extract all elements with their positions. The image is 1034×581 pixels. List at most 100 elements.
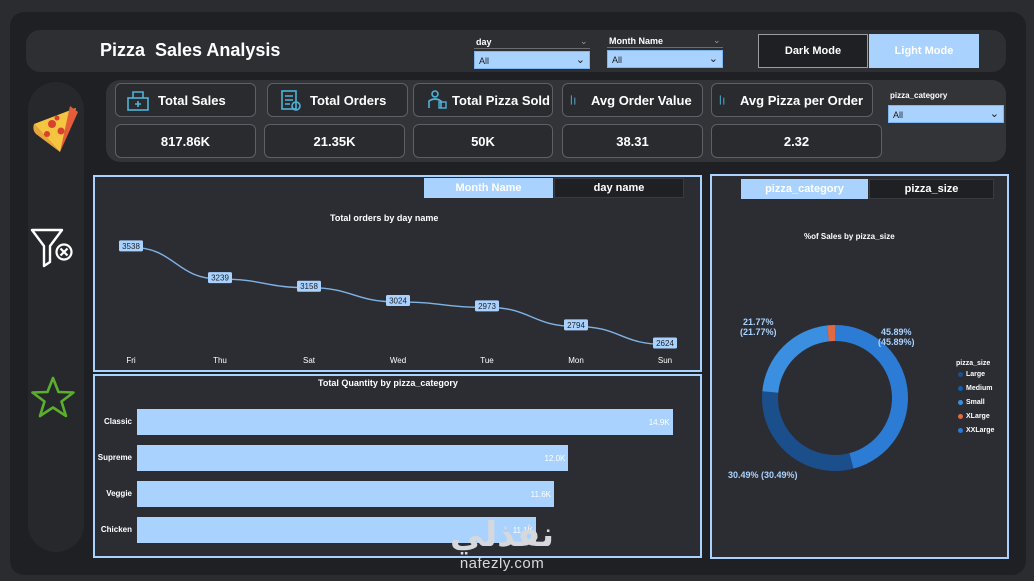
kpi-total-orders-header: Total Orders (267, 83, 408, 117)
pizza-icon[interactable] (30, 104, 80, 161)
bar-category-label: Supreme (97, 453, 132, 462)
light-mode-button[interactable]: Light Mode (869, 34, 979, 68)
pie-chart-panel (710, 174, 1009, 559)
line-chart-title: Total orders by day name (330, 213, 439, 223)
pie-slice-label: 45.89% (45.89%) (878, 327, 915, 347)
legend-item[interactable]: XLarge (958, 413, 990, 420)
chevron-down-icon[interactable]: ⌄ (708, 53, 718, 65)
day-dropdown[interactable]: All ⌄ (474, 51, 590, 69)
data-label-bg (475, 300, 499, 312)
legend-swatch (958, 372, 963, 377)
watermark-latin: nafezly.com (459, 555, 545, 572)
kpi-avg-pizza-label: Avg Pizza per Order (740, 92, 864, 108)
legend-label: Medium (966, 385, 993, 392)
bar (137, 517, 537, 543)
data-label-text: 3024 (389, 296, 407, 305)
x-tick-label: Fri (126, 356, 136, 365)
month-dropdown[interactable]: All ⌄ (607, 50, 723, 68)
delivery-icon (428, 90, 447, 109)
tab-pizza-category[interactable]: pizza_category (741, 179, 868, 199)
legend-label: Small (966, 399, 985, 406)
kpi-avg-pizza-value: 2.32 (711, 124, 882, 158)
watermark: نفذلي nafezly.com (450, 515, 554, 572)
legend-item[interactable]: Large (958, 371, 985, 378)
kpi-avg-order-value: 38.31 (562, 124, 703, 158)
data-label: 2794 (564, 319, 588, 331)
tab-day-name[interactable]: day name (554, 178, 684, 198)
tab-pizza-size[interactable]: pizza_size (869, 179, 994, 199)
data-label-bg (386, 294, 410, 306)
chevron-down-icon[interactable]: ⌄ (575, 54, 585, 66)
data-label-bg (653, 337, 677, 349)
donut-chart (762, 325, 908, 471)
pie-slice (827, 325, 835, 342)
data-label-text: 2973 (478, 302, 496, 311)
legend-item[interactable]: Medium (958, 385, 992, 392)
x-tick-label: Mon (568, 356, 584, 365)
data-label-bg (208, 272, 232, 284)
watermark-arabic: نفذلي (450, 516, 555, 554)
x-tick-label: Thu (213, 356, 227, 365)
legend-label: Large (966, 371, 986, 378)
tab-month-name[interactable]: Month Name (424, 178, 553, 198)
kpi-pizza-sold-label: Total Pizza Sold (452, 92, 550, 108)
dark-mode-button[interactable]: Dark Mode (758, 34, 868, 68)
bar (137, 481, 554, 507)
kpi-pizza-sold-header: Total Pizza Sold (413, 83, 553, 117)
legend-swatch (958, 414, 963, 419)
category-slicer-label: pizza_category (890, 91, 948, 100)
bar-category-label: Classic (103, 417, 132, 426)
pie-slice (762, 391, 854, 471)
bar-data-label: 11.1K (512, 526, 534, 535)
kpi-pizza-sold-value: 50K (413, 124, 553, 158)
kpi-avg-order-label: Avg Order Value (591, 92, 692, 108)
legend-item[interactable]: Small (958, 399, 985, 406)
data-label-text: 3538 (122, 242, 140, 251)
data-label-bg (297, 280, 321, 292)
x-tick-label: Tue (480, 356, 494, 365)
legend-swatch (958, 428, 963, 433)
page-title: Pizza Sales Analysis (100, 40, 281, 60)
legend-label: XLarge (966, 413, 990, 420)
sidebar (28, 82, 84, 552)
bar-category-label: Chicken (100, 525, 132, 534)
pie-slice-label: 30.49% (30.49%) (728, 470, 798, 480)
day-dropdown-value: All (479, 56, 490, 66)
chevron-down-icon[interactable]: ⌄ (989, 108, 999, 120)
x-tick-label: Sun (658, 356, 672, 365)
legend-item[interactable]: XXLarge (958, 427, 994, 434)
chevron-down-icon[interactable]: ⌄ (580, 36, 588, 46)
kpi-total-sales-header: Total Sales (115, 83, 256, 117)
data-label-bg (564, 319, 588, 331)
data-label: 3024 (386, 294, 410, 306)
data-label-bg (119, 240, 143, 252)
value-icon (570, 95, 576, 105)
pie-chart-title: %of Sales by pizza_size (804, 232, 895, 241)
data-label: 3158 (297, 280, 321, 292)
category-dropdown[interactable]: All ⌄ (888, 105, 1004, 123)
kpi-avg-order-header: Avg Order Value (562, 83, 703, 117)
data-label-text: 2794 (567, 321, 585, 330)
x-tick-label: Wed (390, 356, 406, 365)
filter-clear-icon[interactable] (30, 226, 76, 273)
legend-swatch (958, 400, 963, 405)
data-label: 3538 (119, 240, 143, 252)
kpi-total-sales-value: 817.86K (115, 124, 256, 158)
month-slicer-divider (607, 47, 723, 48)
pie-slice (762, 325, 829, 393)
star-icon[interactable] (30, 376, 76, 425)
chevron-down-icon[interactable]: ⌄ (713, 35, 721, 45)
sales-icon (127, 91, 149, 111)
bar-data-label: 14.9K (648, 418, 670, 427)
kpi-total-sales-label: Total Sales (158, 92, 226, 108)
bar-data-label: 11.6K (530, 490, 551, 499)
bar (137, 445, 569, 471)
legend-label: XXLarge (966, 427, 995, 434)
value-icon (719, 95, 725, 105)
data-label-text: 2624 (656, 339, 674, 348)
bar (137, 409, 673, 435)
category-dropdown-value: All (893, 110, 904, 120)
data-label: 2624 (653, 337, 677, 349)
orders-icon (281, 90, 301, 111)
legend-title: pizza_size (956, 360, 991, 367)
